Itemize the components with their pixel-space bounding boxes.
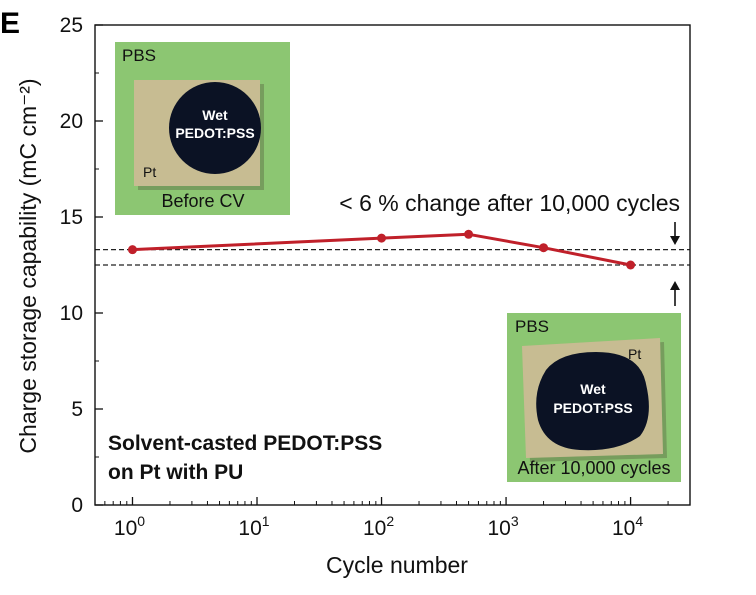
plot-frame (94, 24, 691, 506)
data-point (539, 243, 549, 253)
sample-note-line1: Solvent-casted PEDOT:PSS (108, 432, 382, 455)
inset-after-medium: PBS (515, 317, 549, 336)
x-tick-label: 101 (238, 513, 269, 540)
x-axis-label: Cycle number (326, 552, 468, 578)
y-tick-label: 0 (71, 494, 83, 517)
inset-before-pedot-film (169, 82, 261, 174)
y-tick-label: 10 (60, 302, 83, 325)
data-point (626, 260, 636, 270)
inset-before-cv: PBS Wet PEDOT:PSS Pt Before CV (115, 42, 290, 215)
axis-ticks: 0 5 10 15 20 25 100 101 102 103 104 (60, 14, 691, 540)
change-arrows (670, 222, 680, 306)
data-point (464, 229, 474, 239)
x-tick-label: 100 (114, 513, 145, 540)
y-tick-label: 20 (60, 110, 83, 133)
y-tick-label: 5 (71, 398, 83, 421)
y-tick-label: 25 (60, 14, 83, 37)
x-tick-label: 102 (363, 513, 394, 540)
inset-before-substrate: Pt (143, 164, 156, 180)
y-axis-label: Charge storage capability (mC cm⁻²) (15, 78, 41, 453)
inset-after-film-line2: PEDOT:PSS (553, 400, 632, 416)
inset-after-pedot-film (536, 352, 649, 451)
inset-before-caption: Before CV (161, 191, 244, 211)
data-point (377, 233, 387, 243)
arrow-up-head (670, 281, 680, 290)
reference-lines (95, 249, 690, 266)
arrow-down-head (670, 236, 680, 245)
inset-before-film-line2: PEDOT:PSS (175, 125, 254, 141)
x-tick-label: 103 (487, 513, 518, 540)
y-tick-label: 15 (60, 206, 83, 229)
data-series (127, 229, 636, 270)
inset-before-medium: PBS (122, 46, 156, 65)
inset-before-film-line1: Wet (202, 107, 228, 123)
inset-after-film-line1: Wet (580, 381, 606, 397)
inset-after-substrate: Pt (628, 346, 641, 362)
panel-label: E (0, 7, 20, 40)
change-annotation: < 6 % change after 10,000 cycles (339, 190, 680, 216)
x-tick-label: 104 (612, 513, 643, 540)
sample-note-line2: on Pt with PU (108, 461, 243, 484)
inset-after-cycles: PBS Wet PEDOT:PSS Pt After 10,000 cycles (507, 313, 681, 482)
data-point (127, 245, 137, 255)
inset-after-caption: After 10,000 cycles (517, 458, 670, 478)
